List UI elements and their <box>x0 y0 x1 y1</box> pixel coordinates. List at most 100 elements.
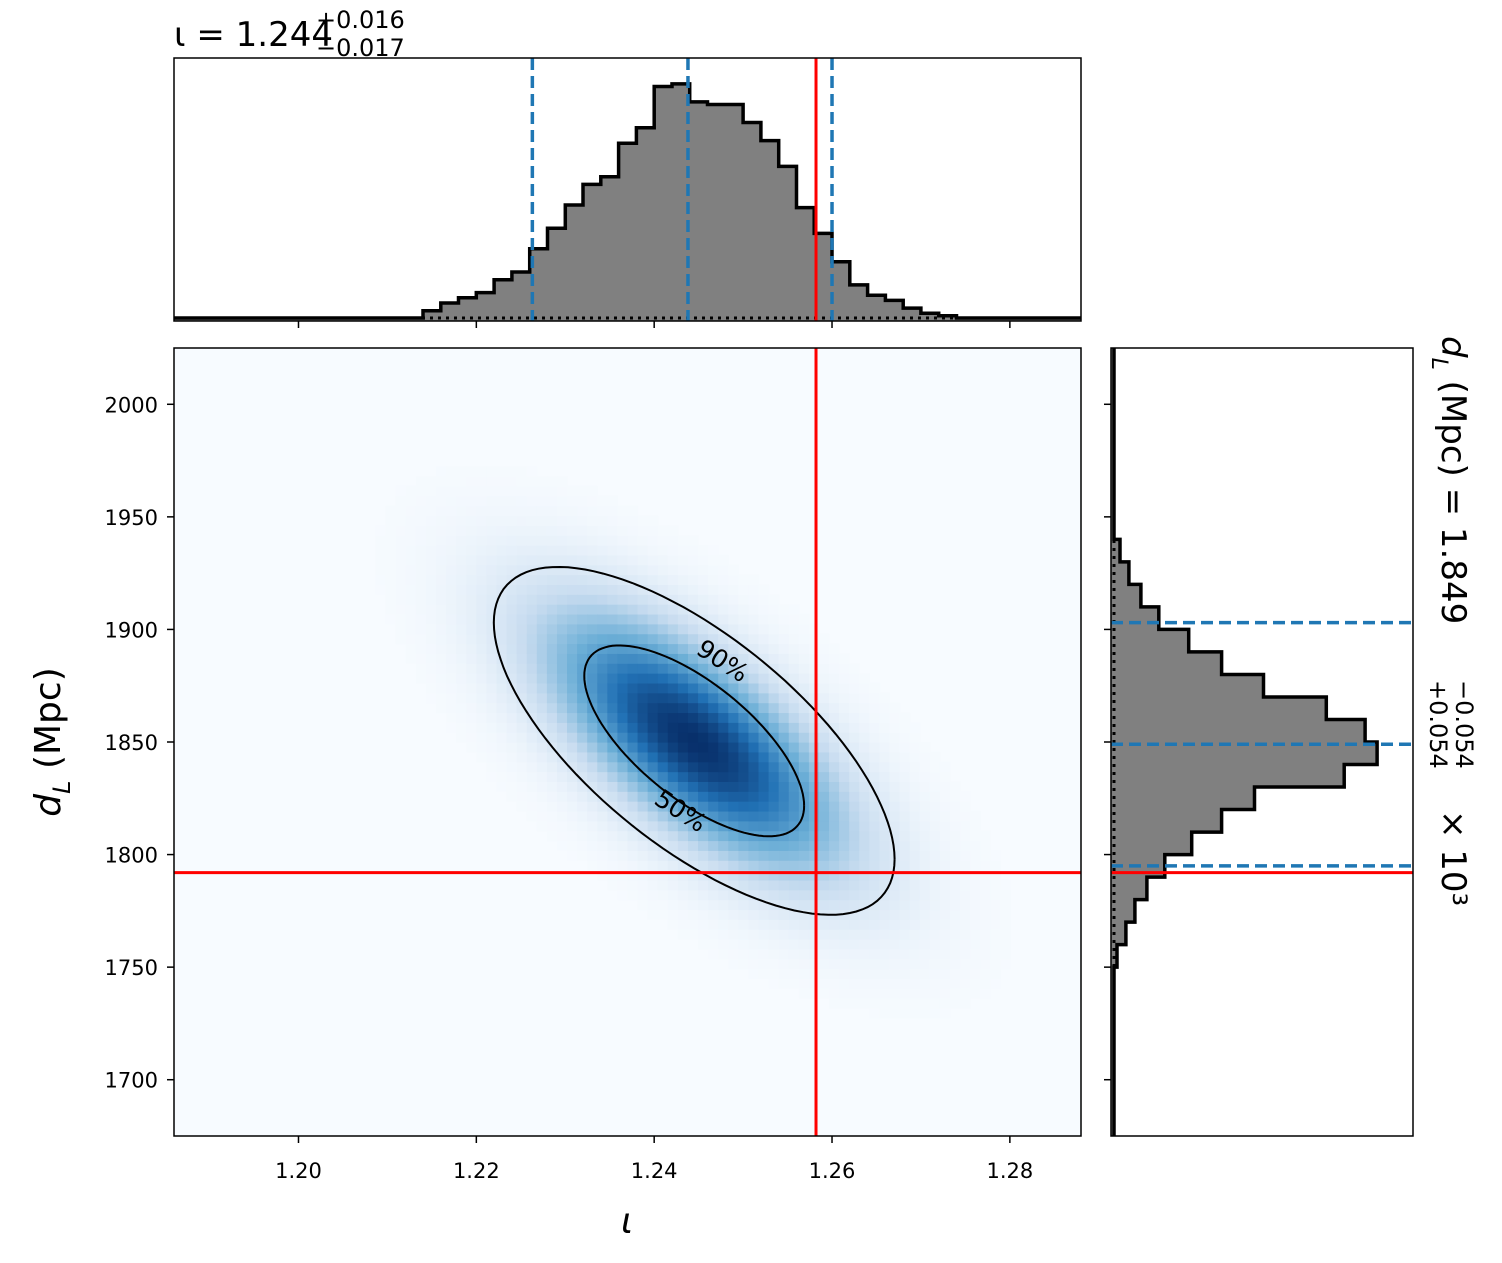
density-cell <box>869 712 881 723</box>
density-cell <box>909 968 921 979</box>
density-cell <box>496 525 508 536</box>
density-cell <box>466 692 477 704</box>
density-cell <box>818 948 830 960</box>
density-cell <box>536 722 548 733</box>
density-cell <box>567 515 578 526</box>
density-cell <box>677 564 689 576</box>
density-cell <box>385 564 397 576</box>
density-cell <box>516 653 528 664</box>
density-cell <box>778 899 790 911</box>
density-cell <box>949 830 961 842</box>
density-cell <box>839 801 850 812</box>
density-cell <box>607 840 619 851</box>
density-cell <box>446 574 457 585</box>
density-cell <box>778 613 790 625</box>
density-cell <box>466 673 477 684</box>
density-cell <box>899 929 911 940</box>
density-cell <box>556 840 568 851</box>
density-cell <box>466 485 477 497</box>
density-cell <box>395 594 407 605</box>
density-cell <box>899 879 911 891</box>
density-cell <box>637 801 649 812</box>
density-cell <box>526 732 538 743</box>
density-cell <box>839 653 850 664</box>
density-cell <box>567 761 578 773</box>
x-tick-label: 1.20 <box>275 1159 322 1183</box>
density-cell <box>486 633 498 645</box>
density-cell <box>607 692 619 704</box>
density-cell <box>436 525 447 536</box>
density-cell <box>899 722 911 733</box>
density-cell <box>466 604 477 615</box>
density-cell <box>748 968 760 979</box>
density-cell <box>425 682 437 694</box>
density-cell <box>708 653 719 664</box>
density-cell <box>637 810 649 822</box>
density-cell <box>758 653 770 664</box>
density-cell <box>889 830 901 842</box>
density-cell <box>415 653 427 664</box>
density-cell <box>718 643 729 654</box>
density-cell <box>657 771 669 782</box>
density-cell <box>446 692 457 704</box>
density-cell <box>738 899 750 911</box>
density-cell <box>768 712 780 723</box>
density-cell <box>798 751 810 763</box>
density-cell <box>990 948 1001 960</box>
density-cell <box>708 791 719 802</box>
density-cell <box>708 722 719 733</box>
density-cell <box>476 673 488 684</box>
density-cell <box>818 771 830 782</box>
density-cell <box>778 870 790 881</box>
density-cell <box>829 919 840 930</box>
density-cell <box>960 810 971 822</box>
density-cell <box>546 633 558 645</box>
density-cell <box>839 889 850 901</box>
density-cell <box>405 535 417 546</box>
density-cell <box>839 850 850 861</box>
density-cell <box>506 604 518 615</box>
density-cell <box>597 712 608 723</box>
density-cell <box>798 978 810 989</box>
density-cell <box>808 633 820 645</box>
density-cell <box>970 820 981 832</box>
density-cell <box>748 633 760 645</box>
density-cell <box>496 643 508 654</box>
density-cell <box>436 663 447 674</box>
density-cell <box>949 958 961 970</box>
density-cell <box>718 554 729 566</box>
density-cell <box>1000 909 1012 920</box>
density-cell <box>758 909 770 920</box>
density-cell <box>859 692 870 704</box>
density-cell <box>617 870 629 881</box>
x-tick-label: 1.22 <box>453 1159 500 1183</box>
density-cell <box>667 682 679 694</box>
density-cell <box>677 761 689 773</box>
density-cell <box>718 939 729 950</box>
density-cell <box>849 761 860 773</box>
density-cell <box>768 751 780 763</box>
density-cell <box>687 663 699 674</box>
dl-title: dL (Mpc) = 1.849 <box>1426 336 1473 624</box>
density-cell <box>849 870 860 881</box>
density-cell <box>829 663 840 674</box>
density-cell <box>980 850 991 861</box>
density-cell <box>708 584 719 595</box>
density-cell <box>677 682 689 694</box>
density-cell <box>829 850 840 861</box>
density-cell <box>980 978 991 989</box>
density-cell <box>677 594 689 605</box>
density-cell <box>587 623 598 635</box>
density-cell <box>869 958 881 970</box>
density-cell <box>536 712 548 723</box>
density-cell <box>536 781 548 792</box>
density-cell <box>526 702 538 714</box>
density-cell <box>425 535 437 546</box>
density-cell <box>788 673 800 684</box>
density-cell <box>687 692 699 704</box>
density-cell <box>496 554 508 566</box>
density-cell <box>728 840 739 851</box>
density-cell <box>536 525 548 536</box>
density-cell <box>929 840 941 851</box>
density-cell <box>919 742 931 753</box>
